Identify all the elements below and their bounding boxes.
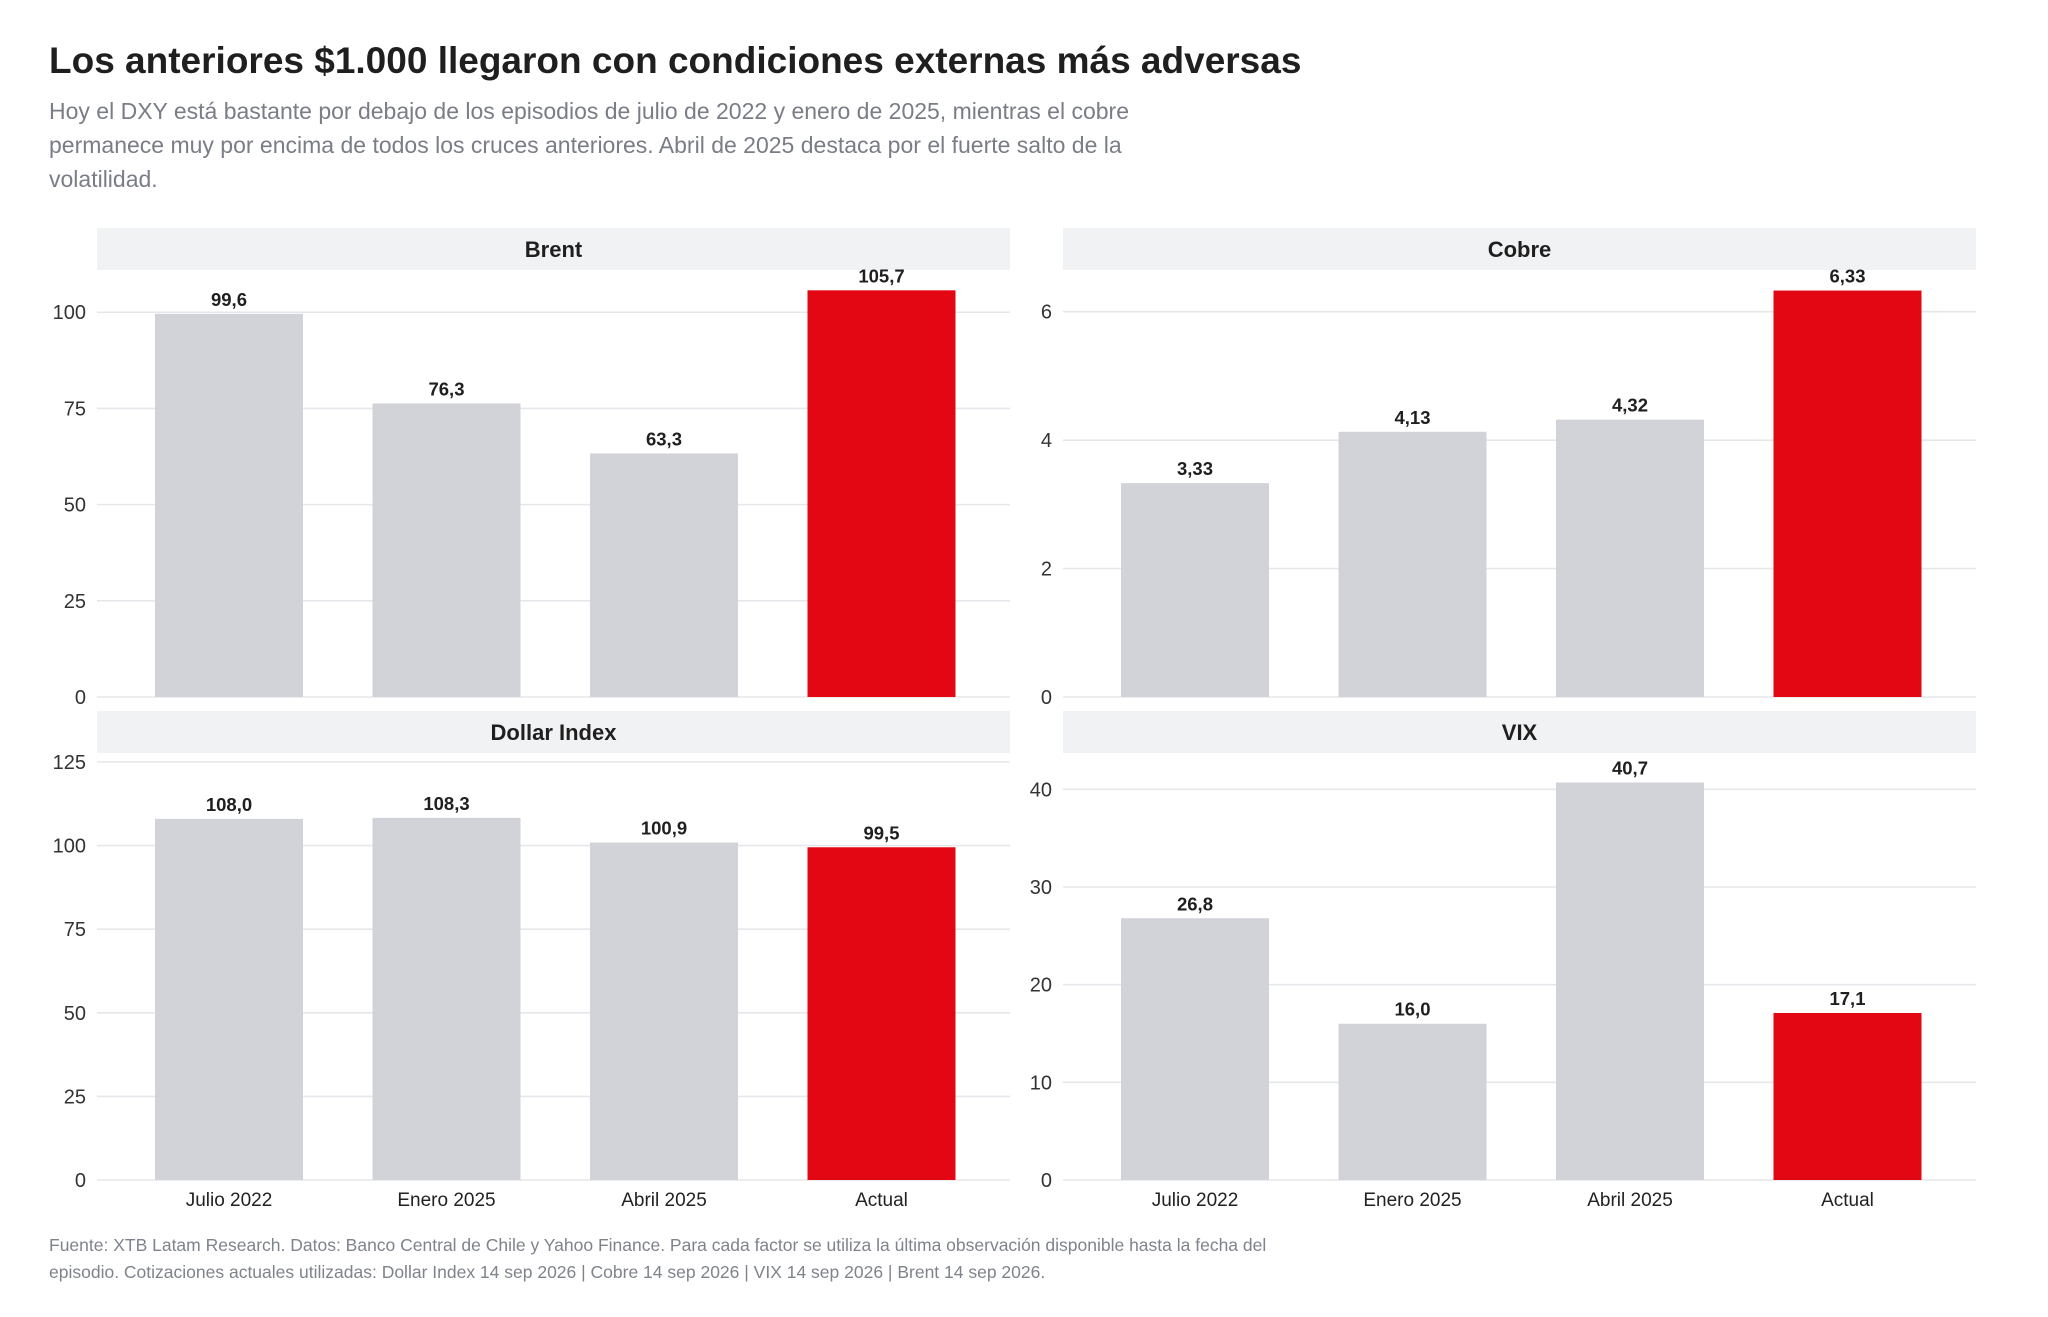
cobre-facet-strip [1063,228,1976,270]
cobre-value-label-actual: 6,33 [1829,266,1865,287]
vix-y-tick-label: 20 [1030,975,1052,997]
dollar-index-bar-julio-2022 [155,818,303,1180]
vix-bar-enero-2025 [1338,1023,1487,1180]
cobre-value-label-julio-2022: 3,33 [1177,458,1213,479]
dollar-index-bar-enero-2025 [372,817,521,1180]
cobre-y-tick-label: 4 [1041,430,1052,452]
cobre-value-label-enero-2025: 4,13 [1394,407,1430,428]
source-note: Fuente: XTB Latam Research. Datos: Banco… [49,1235,1267,1282]
brent-value-label-enero-2025: 76,3 [428,378,464,399]
dollar-index-y-tick-label: 100 [53,836,86,858]
vix-facet-label: VIX [1502,720,1538,745]
vix-x-tick-label-julio-2022: Julio 2022 [1152,1190,1239,1211]
vix-value-label-actual: 17,1 [1829,988,1865,1009]
dollar-index-x-tick-label-actual: Actual [855,1190,908,1211]
vix-value-label-enero-2025: 16,0 [1394,999,1430,1020]
dollar-index-x-tick-label-abril-2025: Abril 2025 [621,1190,707,1211]
brent-bar-actual [807,290,956,697]
cobre-y-tick-label: 6 [1041,302,1052,324]
cobre-bar-abril-2025 [1556,419,1704,697]
cobre-bar-actual [1773,290,1922,697]
brent-y-tick-label: 50 [64,495,86,517]
brent-y-tick-label: 100 [53,302,86,324]
cobre-facet-label: Cobre [1488,237,1552,262]
cobre-y-tick-label: 0 [1041,687,1052,709]
dollar-index-y-tick-label: 25 [64,1086,86,1108]
dollar-index-x-tick-label-enero-2025: Enero 2025 [397,1190,495,1211]
brent-facet-label: Brent [525,237,583,262]
vix-bar-actual [1773,1012,1922,1180]
vix-bar-julio-2022 [1121,918,1269,1180]
cobre-bar-enero-2025 [1338,431,1487,697]
dollar-index-bar-actual [807,847,956,1180]
vix-y-tick-label: 10 [1030,1072,1052,1094]
chart-title: Los anteriores $1.000 llegaron con condi… [49,40,1302,81]
dollar-index-bar-abril-2025 [590,842,738,1180]
vix-y-tick-label: 40 [1030,779,1052,801]
dollar-index-x-tick-label-julio-2022: Julio 2022 [186,1190,273,1211]
vix-value-label-abril-2025: 40,7 [1612,758,1648,779]
dollar-index-value-label-enero-2025: 108,3 [423,793,469,814]
dollar-index-y-tick-label: 0 [75,1170,86,1192]
vix-facet-strip [1063,711,1976,753]
dollar-index-y-tick-label: 50 [64,1003,86,1025]
vix-x-tick-label-abril-2025: Abril 2025 [1587,1190,1673,1211]
vix-y-tick-label: 0 [1041,1170,1052,1192]
vix-x-tick-label-actual: Actual [1821,1190,1874,1211]
brent-y-tick-label: 75 [64,398,86,420]
vix-x-tick-label-enero-2025: Enero 2025 [1363,1190,1461,1211]
cobre-y-tick-label: 2 [1041,559,1052,581]
brent-bar-enero-2025 [372,403,521,697]
dollar-index-y-tick-label: 75 [64,919,86,941]
dollar-index-value-label-actual: 99,5 [863,822,899,843]
dollar-index-facet-label: Dollar Index [491,720,618,745]
cobre-value-label-abril-2025: 4,32 [1612,395,1648,416]
cobre-bar-julio-2022 [1121,483,1269,697]
vix-bar-abril-2025 [1556,782,1704,1180]
brent-value-label-actual: 105,7 [858,265,904,286]
dollar-index-value-label-julio-2022: 108,0 [206,794,252,815]
brent-value-label-julio-2022: 99,6 [211,289,247,310]
brent-bar-abril-2025 [590,453,738,697]
dollar-index-y-tick-label: 125 [53,752,86,774]
chart-subtitle: Hoy el DXY está bastante por debajo de l… [49,98,1130,192]
dollar-index-value-label-abril-2025: 100,9 [641,818,687,839]
vix-y-tick-label: 30 [1030,877,1052,899]
brent-facet-strip [97,228,1010,270]
brent-y-tick-label: 25 [64,591,86,613]
vix-value-label-julio-2022: 26,8 [1177,893,1213,914]
brent-bar-julio-2022 [155,313,303,697]
dollar-index-facet-strip [97,711,1010,753]
brent-y-tick-label: 0 [75,687,86,709]
brent-value-label-abril-2025: 63,3 [646,428,682,449]
